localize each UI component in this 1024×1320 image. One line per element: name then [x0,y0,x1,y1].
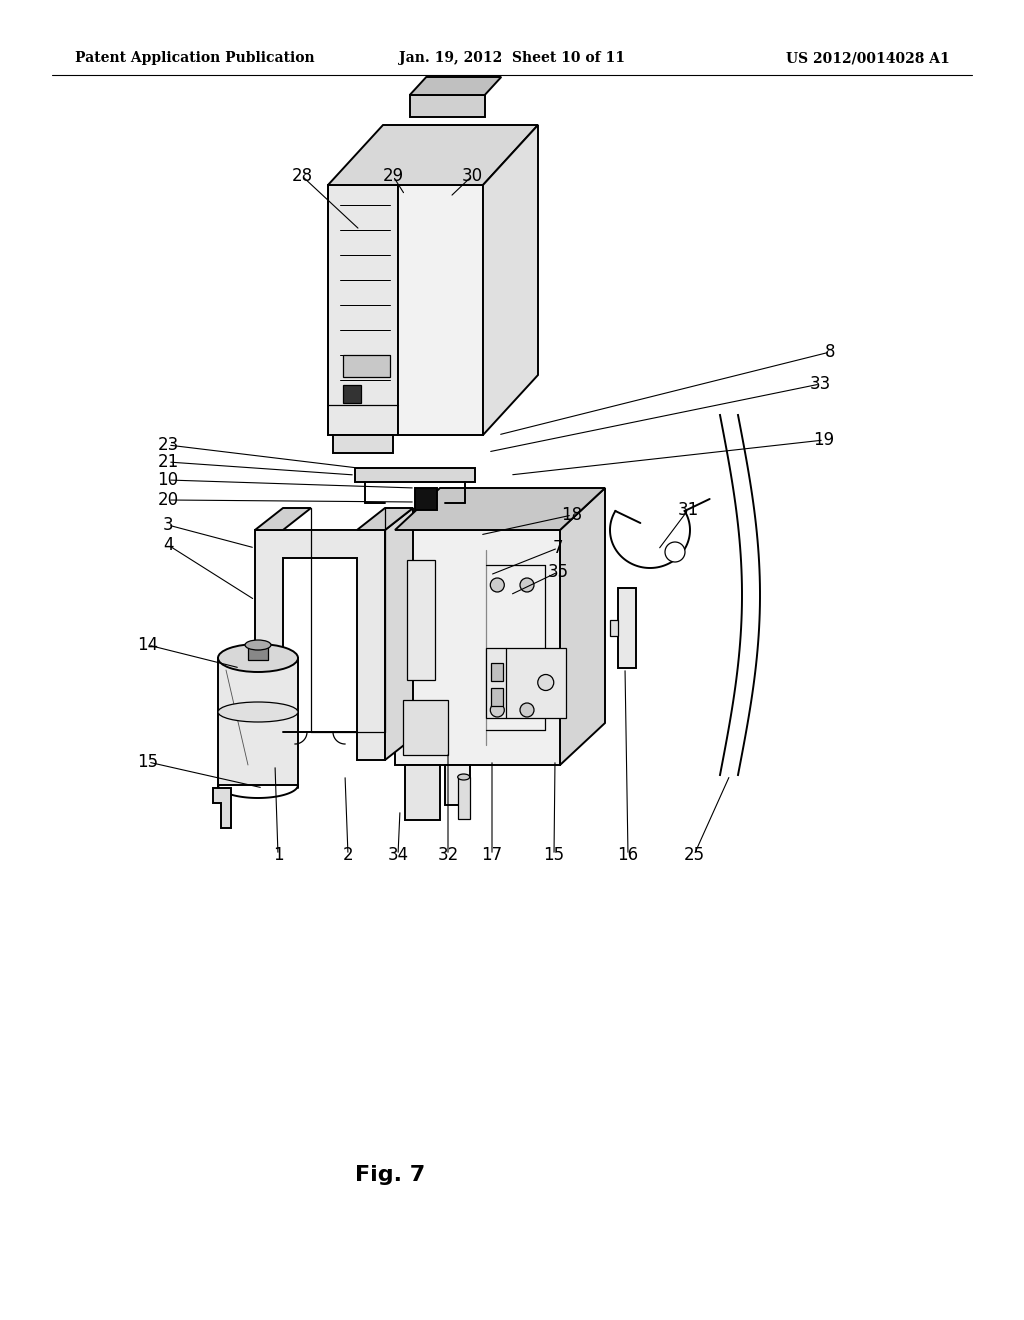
Text: 21: 21 [158,453,178,471]
Text: Patent Application Publication: Patent Application Publication [75,51,314,65]
Ellipse shape [490,578,504,591]
Polygon shape [490,688,503,705]
Ellipse shape [490,704,504,717]
Polygon shape [355,469,475,482]
Polygon shape [343,355,389,378]
Polygon shape [485,648,565,718]
Text: 17: 17 [481,846,503,865]
Polygon shape [255,508,311,531]
Polygon shape [395,488,605,531]
Ellipse shape [245,640,271,649]
Text: 29: 29 [382,168,403,185]
Polygon shape [407,560,435,680]
Polygon shape [458,777,470,818]
Text: 25: 25 [683,846,705,865]
Ellipse shape [520,704,534,717]
Polygon shape [483,125,538,436]
Polygon shape [328,185,397,436]
Text: Fig. 7: Fig. 7 [355,1166,425,1185]
Text: US 2012/0014028 A1: US 2012/0014028 A1 [786,51,950,65]
Text: 15: 15 [137,752,159,771]
Ellipse shape [218,644,298,672]
Text: 35: 35 [548,564,568,581]
Ellipse shape [458,774,470,780]
Polygon shape [410,77,502,95]
Polygon shape [248,645,268,660]
Text: Jan. 19, 2012  Sheet 10 of 11: Jan. 19, 2012 Sheet 10 of 11 [399,51,625,65]
Text: 23: 23 [158,436,178,454]
Ellipse shape [665,543,685,562]
Polygon shape [328,125,538,185]
Polygon shape [357,508,413,531]
Text: 16: 16 [617,846,639,865]
Polygon shape [415,488,437,510]
Polygon shape [406,766,440,820]
Ellipse shape [520,578,534,591]
Polygon shape [410,95,484,117]
Text: 30: 30 [462,168,482,185]
Text: 34: 34 [387,846,409,865]
Text: 18: 18 [561,506,583,524]
Text: 15: 15 [544,846,564,865]
Polygon shape [610,620,618,636]
Polygon shape [255,531,385,760]
Polygon shape [560,488,605,766]
Polygon shape [333,436,393,453]
Text: 7: 7 [553,539,563,557]
Text: 20: 20 [158,491,178,510]
Text: 10: 10 [158,471,178,488]
Polygon shape [403,700,449,755]
Text: 19: 19 [813,432,835,449]
Polygon shape [213,788,231,828]
Polygon shape [343,385,361,403]
Text: 31: 31 [677,502,698,519]
Text: 8: 8 [824,343,836,360]
Text: 2: 2 [343,846,353,865]
Polygon shape [397,185,483,436]
Text: 32: 32 [437,846,459,865]
Polygon shape [445,766,470,805]
Text: 3: 3 [163,516,173,535]
Polygon shape [395,531,560,766]
Ellipse shape [218,702,298,722]
Ellipse shape [538,675,554,690]
Text: 33: 33 [809,375,830,393]
Text: 1: 1 [272,846,284,865]
Text: 4: 4 [163,536,173,554]
Polygon shape [385,508,413,760]
Text: 28: 28 [292,168,312,185]
Polygon shape [490,663,503,681]
Polygon shape [218,657,298,785]
Polygon shape [618,587,636,668]
Text: 14: 14 [137,636,159,653]
